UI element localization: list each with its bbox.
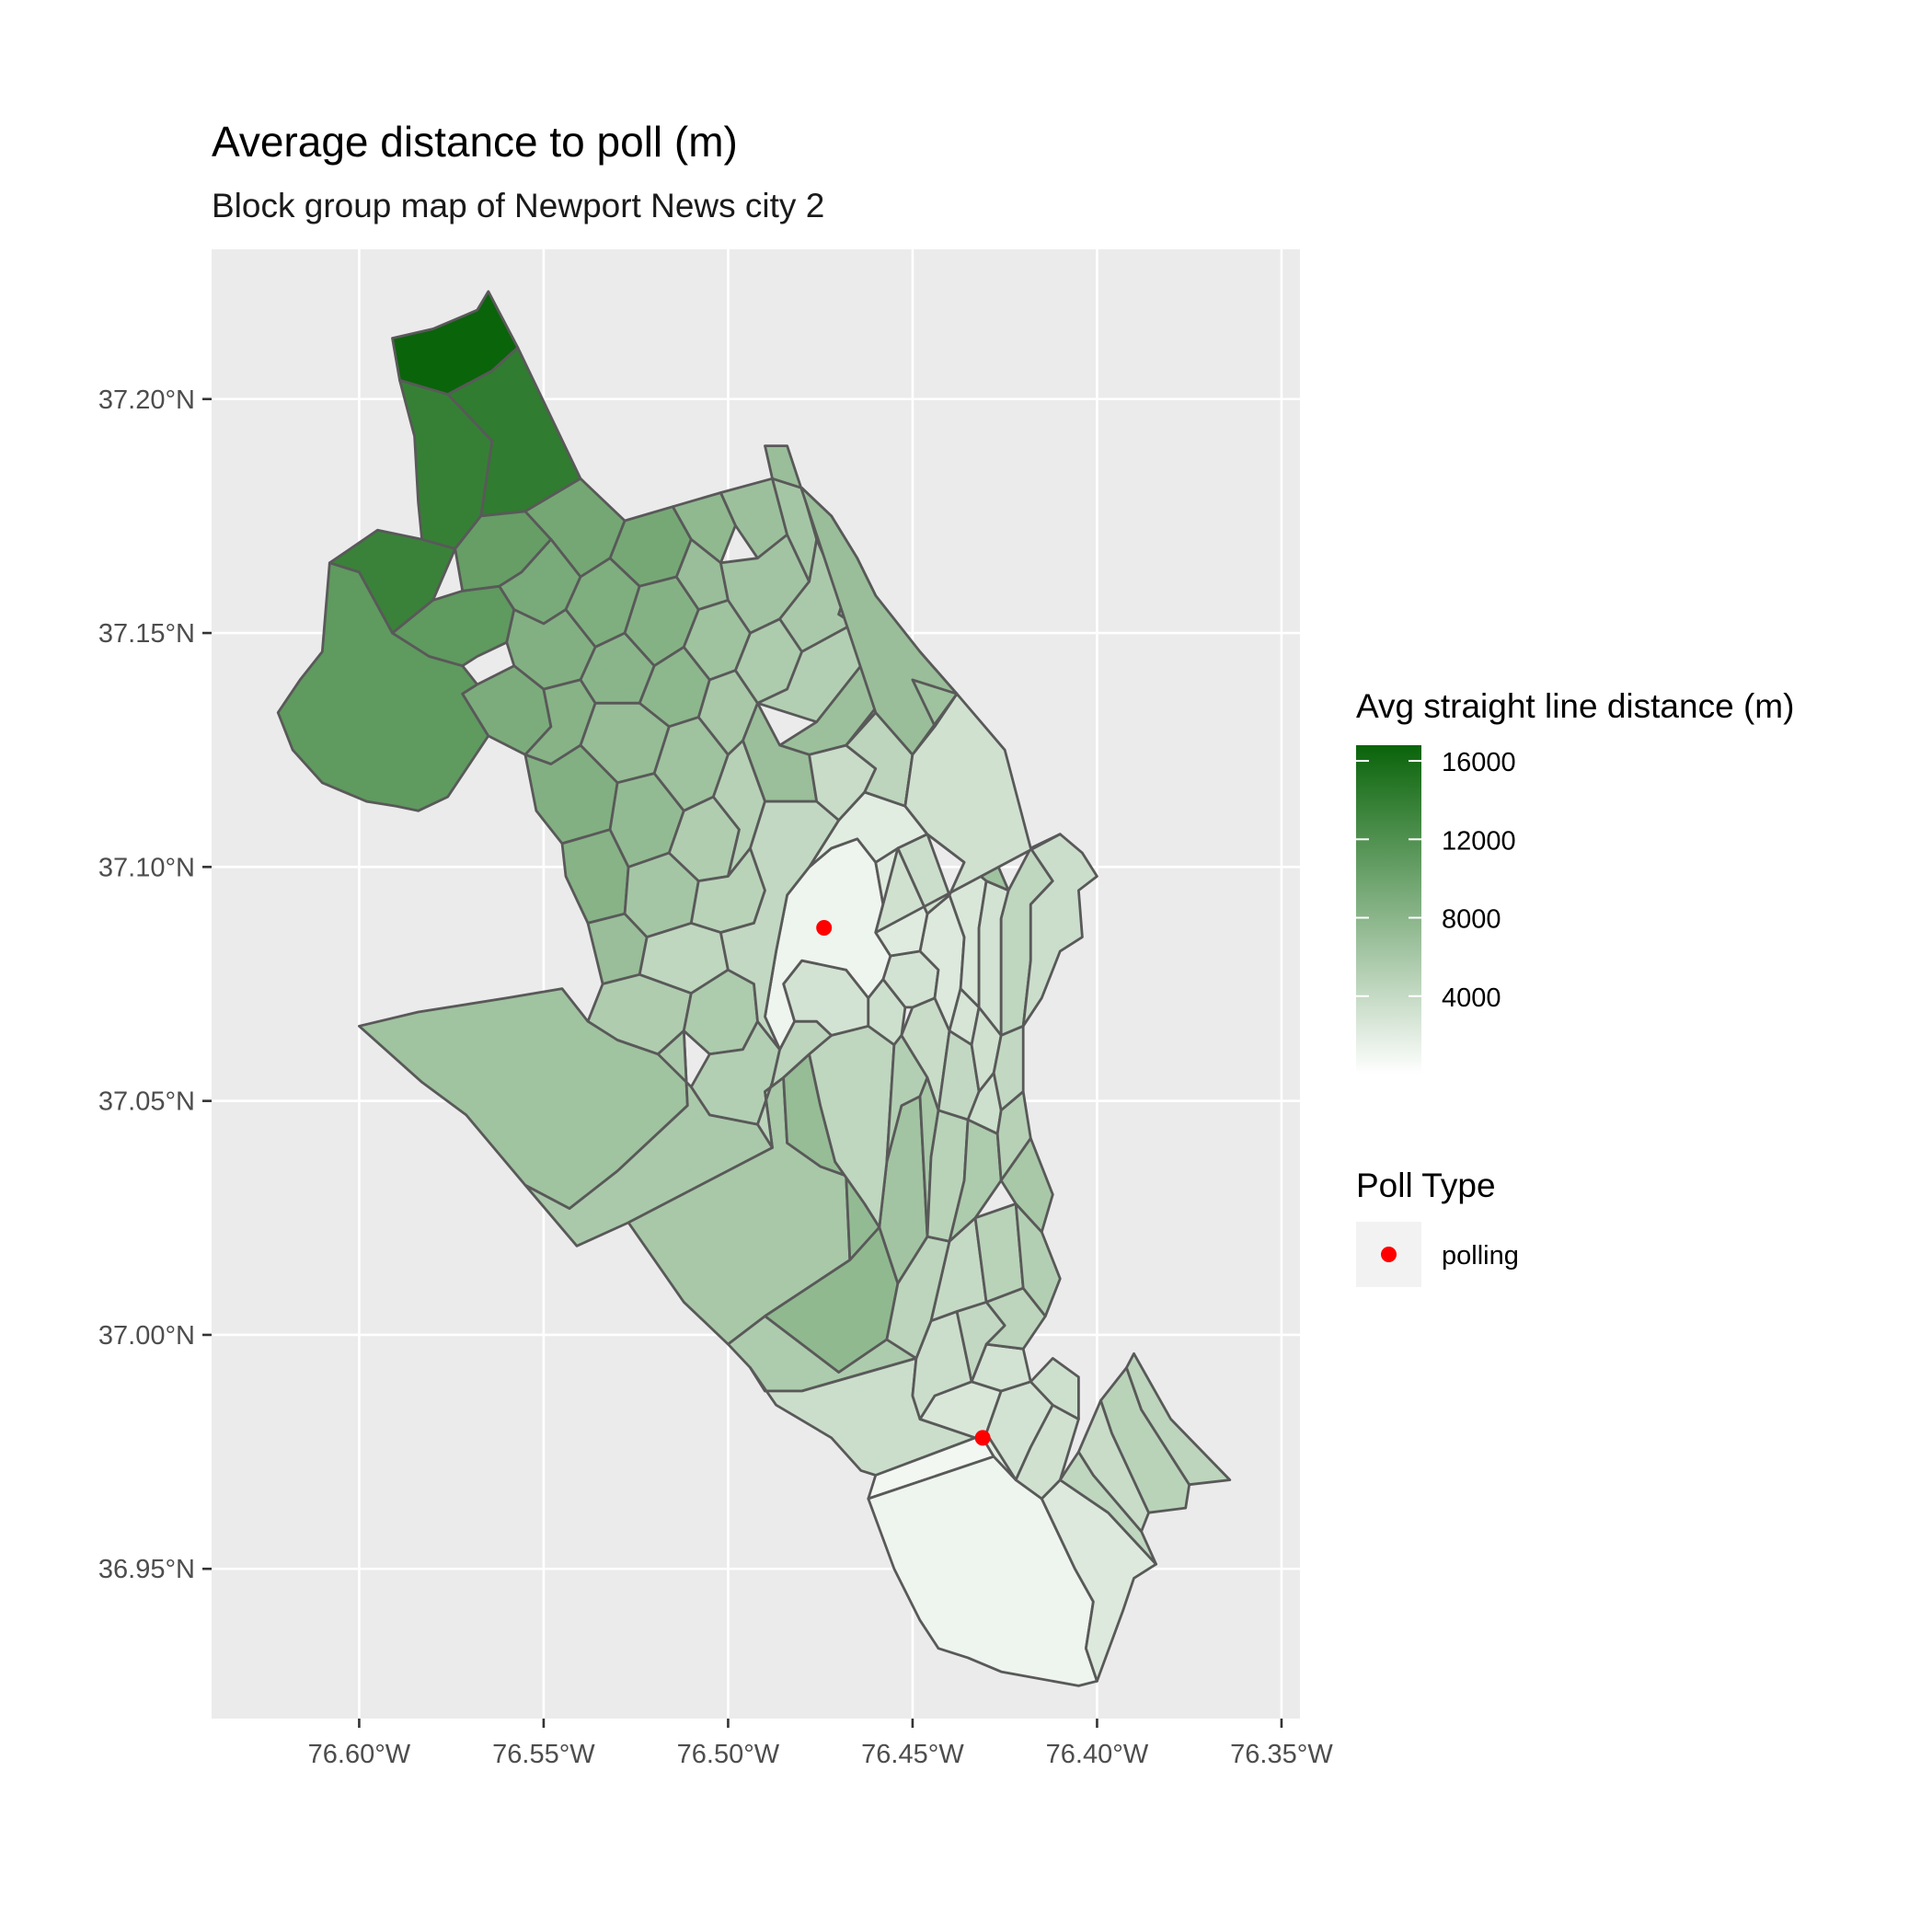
- x-tick-label: 76.50°W: [677, 1740, 780, 1769]
- x-tick-label: 76.40°W: [1046, 1740, 1149, 1769]
- fill-legend-label: 8000: [1442, 905, 1501, 935]
- poll-type-legend-label: polling: [1442, 1241, 1519, 1271]
- fill-legend-label: 16000: [1442, 748, 1516, 777]
- poll-point: [974, 1430, 991, 1446]
- block-group-polygon: [1021, 833, 1098, 1028]
- plot-title: Average distance to poll (m): [212, 118, 738, 166]
- x-tick-label: 76.55°W: [492, 1740, 595, 1769]
- block-group-polygon: [671, 491, 737, 565]
- legend-key-point: [1381, 1247, 1397, 1262]
- y-tick-label: 37.00°N: [98, 1321, 195, 1351]
- y-tick-label: 37.05°N: [98, 1087, 195, 1117]
- poll-type-legend-title: Poll Type: [1356, 1167, 1496, 1204]
- poll-point: [816, 919, 833, 936]
- block-group-polygon: [999, 1136, 1054, 1234]
- poll-type-legend: Poll Type polling: [1356, 1167, 1519, 1287]
- fill-legend-title: Avg straight line distance (m): [1356, 687, 1794, 725]
- poll-points: [816, 919, 991, 1446]
- block-group-polygon: [1125, 1351, 1232, 1487]
- fill-legend-label: 4000: [1442, 983, 1501, 1013]
- block-group-polygon: [1029, 1357, 1080, 1420]
- y-tick-label: 36.95°N: [98, 1555, 195, 1584]
- fill-legend: Avg straight line distance (m) 16000 1200…: [1356, 687, 1794, 1075]
- x-tick-label: 76.35°W: [1230, 1740, 1333, 1769]
- block-group-polygon: [874, 692, 1062, 934]
- x-tick-label: 76.45°W: [861, 1740, 964, 1769]
- fill-legend-colorbar: [1356, 745, 1421, 1075]
- axes: 76.60°W 76.55°W 76.50°W 76.45°W 76.40°W 76.35…: [98, 385, 1333, 1769]
- y-tick-label: 37.20°N: [98, 385, 195, 415]
- fill-legend-label: 12000: [1442, 826, 1516, 856]
- block-group-polygon: [719, 799, 841, 1052]
- x-tick-label: 76.60°W: [308, 1740, 411, 1769]
- y-tick-label: 37.15°N: [98, 619, 195, 649]
- y-tick-label: 37.10°N: [98, 853, 195, 882]
- plot-subtitle: Block group map of Newport News city 2: [212, 187, 824, 224]
- block-group-polygons: [276, 290, 1232, 1687]
